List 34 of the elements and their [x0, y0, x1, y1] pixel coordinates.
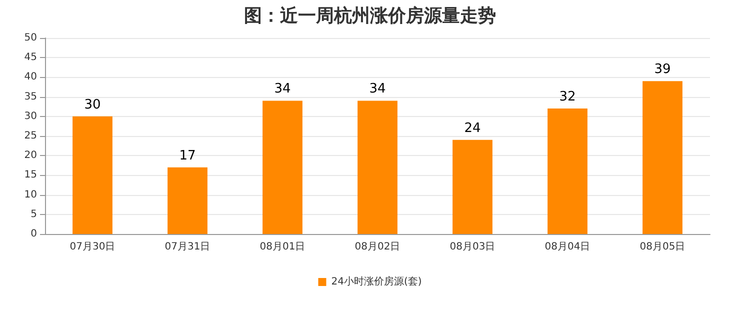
bar [358, 100, 398, 234]
y-tick-label: 35 [24, 91, 37, 102]
bar [262, 100, 302, 234]
y-tick-label: 40 [24, 72, 37, 83]
data-label: 30 [84, 97, 101, 112]
data-label: 39 [654, 62, 671, 78]
chart-title: 图：近一周杭州涨价房源量走势 [244, 6, 496, 26]
y-tick-label: 45 [24, 52, 37, 64]
bar [452, 140, 492, 234]
x-tick-label: 07月31日 [164, 242, 210, 252]
x-tick-label: 08月04日 [544, 242, 590, 252]
data-label: 24 [464, 120, 481, 136]
bar [168, 167, 208, 234]
y-tick-label: 20 [24, 150, 37, 162]
y-tick-label: 10 [24, 189, 37, 200]
data-label: 34 [274, 82, 291, 97]
data-label: 17 [179, 148, 196, 164]
legend-label: 24小时涨价房源(套) [331, 276, 422, 288]
x-tick-label: 07月30日 [70, 242, 116, 252]
x-tick-label: 08月03日 [450, 242, 496, 252]
y-tick-label: 50 [24, 32, 37, 44]
y-tick-label: 5 [30, 208, 37, 220]
data-label: 32 [559, 90, 576, 105]
bar [72, 116, 112, 234]
x-tick-label: 08月01日 [260, 242, 306, 252]
y-tick-label: 0 [30, 228, 37, 240]
x-tick-label: 08月02日 [354, 242, 400, 252]
y-tick-label: 15 [24, 170, 37, 181]
x-tick-label: 08月05日 [640, 242, 686, 252]
y-tick-label: 30 [24, 110, 37, 122]
bar [642, 81, 682, 234]
data-label: 34 [369, 82, 386, 97]
bar [548, 108, 588, 234]
y-tick-label: 25 [24, 130, 37, 142]
